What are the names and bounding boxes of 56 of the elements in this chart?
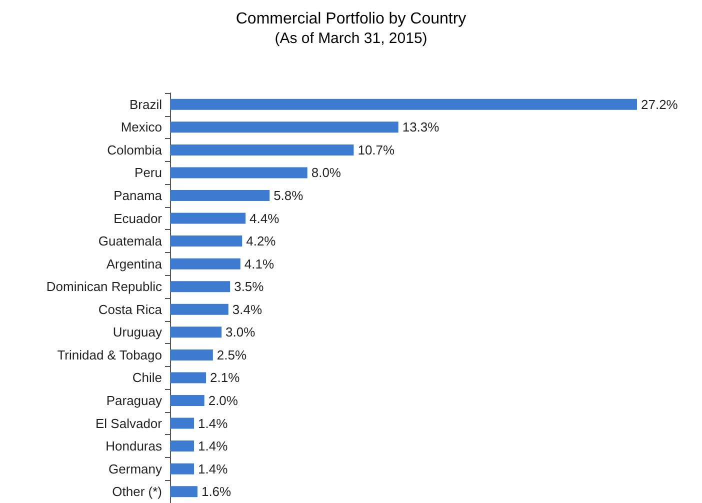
bar: [170, 372, 206, 384]
data-label: 4.1%: [244, 256, 274, 272]
bar: [170, 190, 270, 201]
y-tick-label: Guatemala: [98, 234, 163, 249]
data-label: 3.4%: [232, 302, 262, 317]
bar: [170, 304, 228, 315]
bar: [170, 281, 230, 292]
data-label: 13.3%: [402, 120, 440, 135]
chart-subtitle: (As of March 31, 2015): [274, 30, 428, 47]
bar: [170, 144, 354, 156]
y-tick-label: Germany: [108, 461, 162, 476]
y-tick-label: Ecuador: [114, 210, 163, 226]
data-label: 1.6%: [201, 484, 232, 500]
y-tick-label: Argentina: [106, 256, 163, 272]
data-label: 1.4%: [198, 438, 228, 454]
bar: [170, 98, 637, 110]
data-label: 3.5%: [234, 279, 264, 294]
bar: [170, 122, 398, 133]
data-label: 2.1%: [210, 370, 240, 386]
bar: [170, 349, 213, 360]
y-tick-label: Dominican Republic: [46, 279, 162, 294]
y-tick-label: Peru: [134, 165, 162, 180]
y-tick-label: Trinidad & Tobago: [57, 347, 162, 362]
y-tick-label: Costa Rica: [98, 302, 163, 317]
data-label: 4.4%: [250, 210, 280, 226]
y-tick-label: Chile: [132, 370, 162, 386]
data-label: 8.0%: [311, 165, 342, 180]
bar: [170, 440, 194, 452]
y-tick-label: Panama: [114, 188, 163, 203]
y-tick-label: Mexico: [120, 120, 162, 135]
bar: [170, 463, 194, 474]
data-label: 5.8%: [274, 188, 304, 203]
y-tick-label: Brazil: [129, 96, 162, 112]
bar: [170, 236, 242, 247]
chart-title: Commercial Portfolio by Country: [236, 10, 466, 28]
data-label: 2.0%: [208, 393, 238, 408]
data-label: 2.5%: [216, 347, 247, 362]
bar: [170, 167, 308, 178]
data-label: 27.2%: [641, 96, 678, 112]
y-tick-label: Colombia: [107, 142, 163, 158]
data-label: 3.0%: [226, 324, 256, 340]
data-label: 1.4%: [198, 416, 228, 431]
y-tick-label: Other (*): [112, 484, 162, 500]
y-tick-label: Honduras: [106, 438, 162, 454]
data-label: 1.4%: [198, 461, 228, 476]
data-label: 10.7%: [358, 142, 396, 158]
y-tick-label: Paraguay: [106, 393, 162, 408]
y-tick-label: Uruguay: [112, 324, 162, 340]
bar: [170, 326, 222, 338]
bar: [170, 486, 198, 498]
y-tick-label: El Salvador: [96, 416, 163, 431]
data-label: 4.2%: [246, 234, 276, 249]
bar: [170, 418, 194, 429]
bar: [170, 395, 204, 406]
bar: [170, 258, 240, 270]
bar: [170, 212, 246, 224]
